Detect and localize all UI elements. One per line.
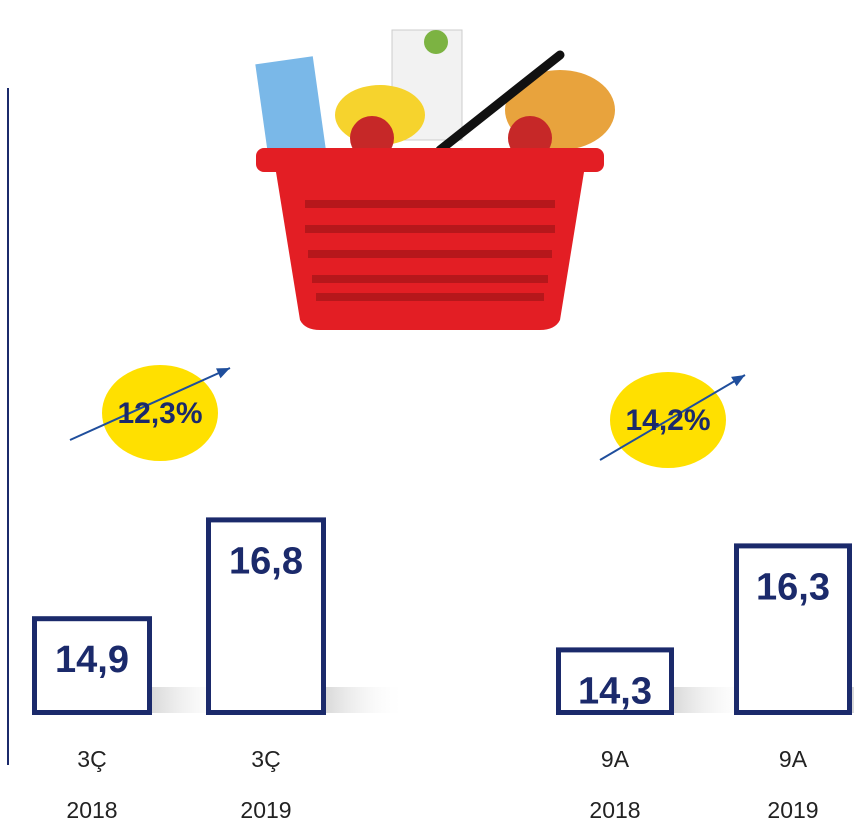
bar-shadow [316, 687, 406, 713]
year-label: 2018 [589, 797, 640, 823]
basket-illustration [255, 29, 615, 330]
year-label: 2018 [66, 797, 117, 823]
growth-arrow [599, 374, 746, 461]
bar [734, 543, 852, 716]
growth-label: 14,2% [625, 404, 710, 437]
bar [556, 647, 674, 716]
value-label: 14,9 [55, 639, 129, 681]
arrow-head [731, 375, 745, 387]
growth-badge [102, 365, 218, 461]
bar [206, 517, 326, 716]
growth-label: 12,3% [117, 397, 202, 430]
value-label: 16,3 [756, 566, 830, 608]
period-label: 9A [779, 746, 808, 772]
period-label: 3Ç [251, 746, 280, 772]
period-label: 3Ç [77, 746, 106, 772]
value-label: 14,3 [578, 670, 652, 712]
growth-arrow [69, 367, 231, 441]
arrow-head [216, 368, 230, 379]
bar [32, 616, 152, 716]
year-label: 2019 [767, 797, 818, 823]
value-label: 16,8 [229, 540, 303, 582]
year-label: 2019 [240, 797, 291, 823]
period-label: 9A [601, 746, 630, 772]
